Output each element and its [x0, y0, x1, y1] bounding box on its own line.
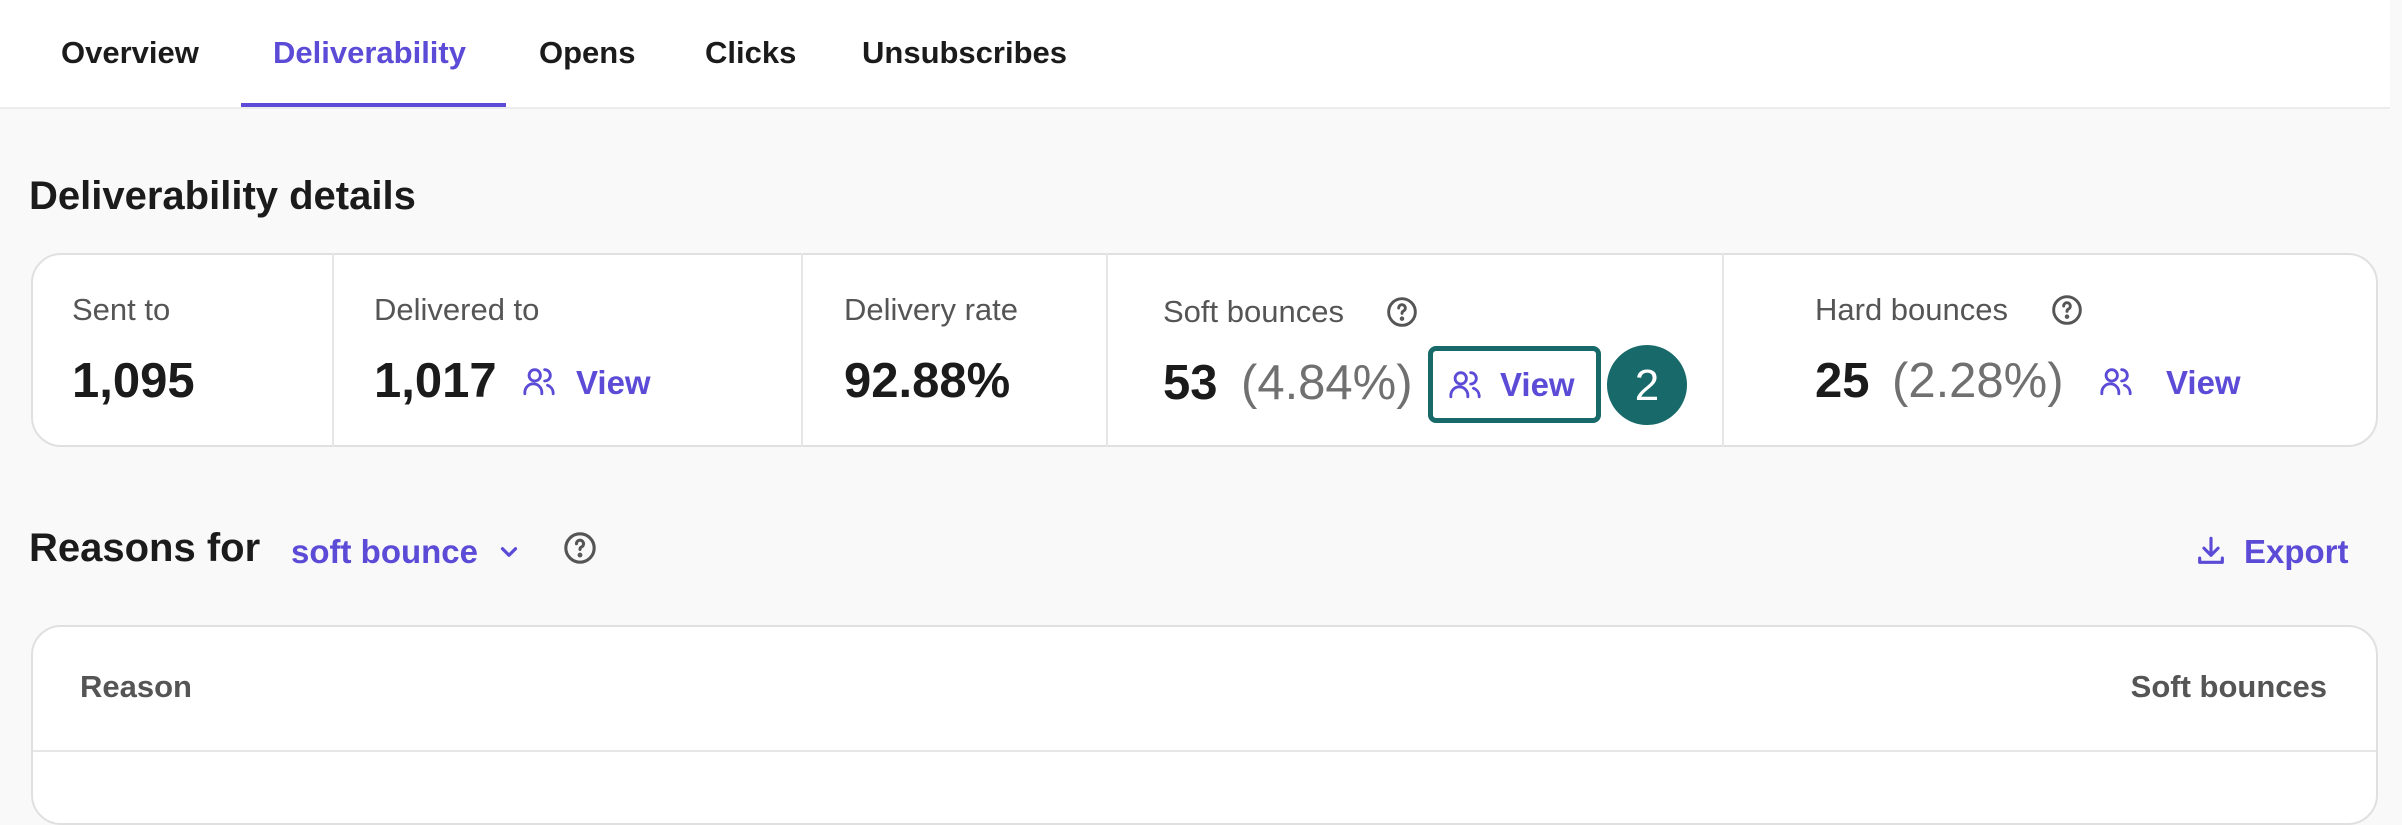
section-title: Deliverability details [29, 174, 416, 218]
stat-label: Sent to [72, 292, 171, 327]
stat-value: 92.88% [844, 354, 1011, 408]
stat-value: 25 [1815, 354, 1870, 408]
users-icon[interactable] [522, 364, 556, 398]
export-button[interactable]: Export [2244, 533, 2349, 570]
chevron-icon[interactable] [496, 539, 522, 565]
tab[interactable]: Clicks [705, 35, 797, 70]
stat-label: Hard bounces [1815, 292, 2009, 327]
table-header-rule [33, 750, 2376, 752]
divider [1722, 253, 1724, 447]
tab-underline [241, 103, 506, 107]
tab[interactable]: Opens [539, 35, 636, 70]
column-header: Reason [80, 669, 192, 704]
stat-label: Delivery rate [844, 292, 1018, 327]
reasons-table [31, 625, 2378, 825]
view-button[interactable]: View [576, 364, 651, 401]
stats-card [31, 253, 2378, 447]
reasons-title: Reasons for [29, 526, 261, 570]
column-header: Soft bounces [2130, 669, 2327, 704]
stat-label: Soft bounces [1163, 294, 1344, 329]
view-button-highlight [1428, 346, 1601, 423]
help-icon[interactable] [2051, 294, 2083, 326]
stat-value: 1,095 [72, 354, 195, 408]
users-icon[interactable] [1448, 367, 1482, 401]
divider [332, 253, 334, 447]
view-button[interactable]: View [2166, 364, 2241, 401]
view-button[interactable]: View [1500, 366, 1575, 403]
download-icon[interactable] [2194, 534, 2228, 568]
divider [1106, 253, 1108, 447]
divider [801, 253, 803, 447]
annotation-badge [1607, 345, 1687, 425]
help-icon[interactable] [563, 531, 597, 565]
stat-percent: (2.28%) [1892, 354, 2064, 408]
stat-percent: (4.84%) [1241, 356, 1413, 410]
tab-bar [0, 0, 2390, 109]
stat-label: Delivered to [374, 292, 540, 327]
annotation-number: 2 [1634, 361, 1660, 410]
users-icon[interactable] [2099, 364, 2133, 398]
tab-active[interactable]: Deliverability [273, 35, 466, 70]
tab[interactable]: Unsubscribes [862, 35, 1068, 70]
stat-value: 1,017 [374, 354, 497, 408]
help-icon[interactable] [1386, 296, 1418, 328]
filter-dropdown[interactable]: soft bounce [291, 533, 478, 570]
tab[interactable]: Overview [61, 35, 199, 70]
stat-value: 53 [1163, 356, 1218, 410]
